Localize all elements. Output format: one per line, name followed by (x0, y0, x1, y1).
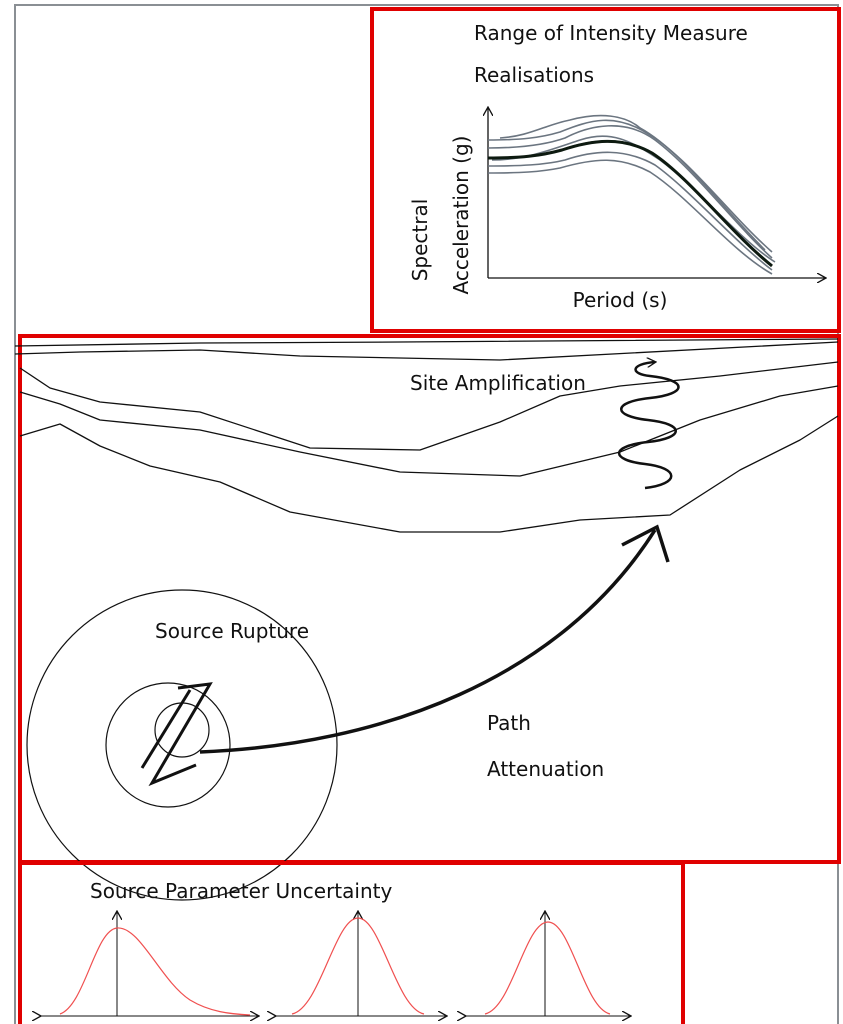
label: Path (487, 711, 531, 735)
wave (617, 362, 680, 490)
fault (140, 682, 213, 787)
y-label: Acceleration (g) (449, 136, 473, 295)
panel-title: Source Parameter Uncertainty (90, 879, 392, 903)
spectra (487, 114, 776, 275)
arrowhead (621, 524, 670, 563)
distribution-axes (40, 912, 630, 1016)
path-arrow (199, 529, 657, 754)
basin-layers (14, 338, 839, 533)
source-circles (26, 589, 338, 901)
label: Source Rupture (155, 619, 309, 643)
frame (14, 4, 839, 1024)
panel-title: Realisations (474, 63, 594, 87)
y-label: Spectral (408, 199, 432, 282)
label: Attenuation (487, 757, 604, 781)
intensity-panel (370, 7, 841, 333)
uncertainty-panel (18, 861, 685, 1024)
panel-title: Range of Intensity Measure (474, 21, 748, 45)
distributions (59, 917, 611, 1016)
label: Site Amplification (410, 371, 586, 395)
axes (488, 108, 825, 278)
x-label: Period (s) (573, 288, 668, 312)
